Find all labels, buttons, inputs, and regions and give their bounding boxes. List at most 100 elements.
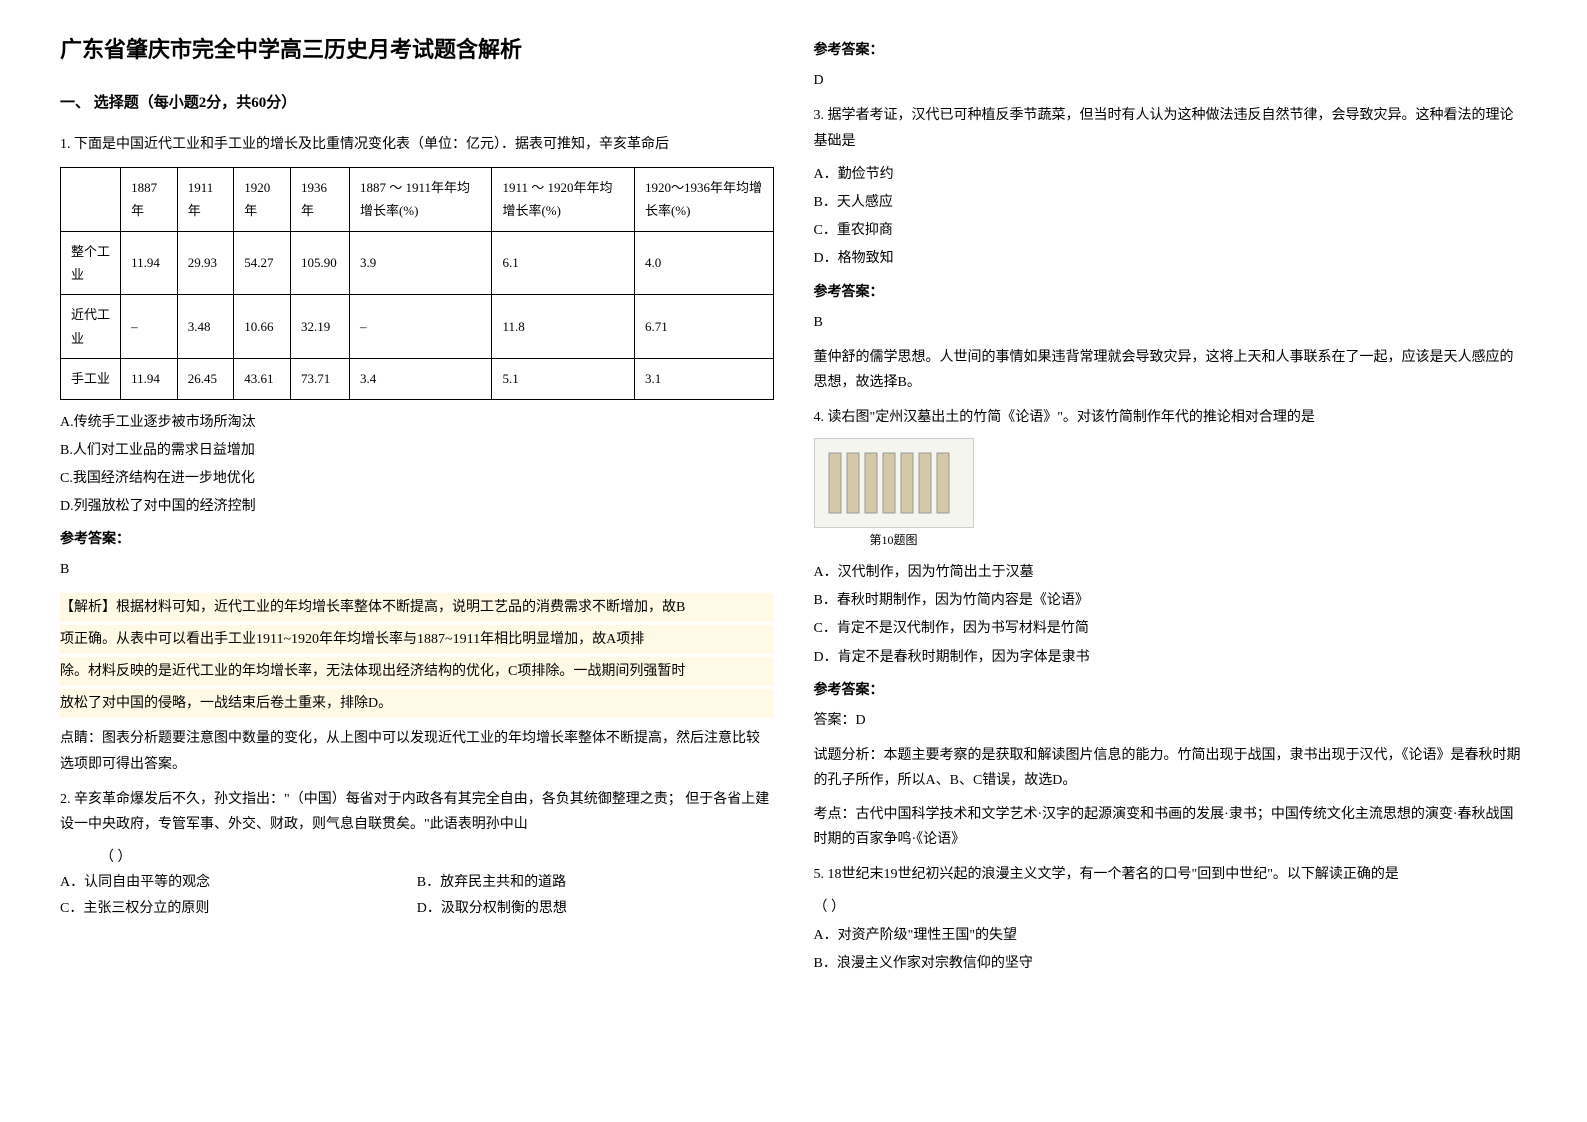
q1-expl-2: 项正确。从表中可以看出手工业1911~1920年年均增长率与1887~1911年… bbox=[60, 625, 774, 654]
q2-answer: D bbox=[814, 68, 1528, 93]
q4-explanation2: 考点：古代中国科学技术和文学艺术·汉字的起源演变和书画的发展·隶书；中国传统文化… bbox=[814, 802, 1528, 852]
q1-expl-3: 除。材料反映的是近代工业的年均增长率，无法体现出经济结构的优化，C项排除。一战期… bbox=[60, 657, 774, 686]
q1-opt-d: D.列强放松了对中国的经济控制 bbox=[60, 494, 774, 519]
table-row: 手工业 11.94 26.45 43.61 73.71 3.4 5.1 3.1 bbox=[61, 359, 774, 399]
cell: 手工业 bbox=[61, 359, 121, 399]
q2-opt-a: A．认同自由平等的观念 bbox=[60, 870, 417, 895]
question-5: 5. 18世纪末19世纪初兴起的浪漫主义文学，有一个著名的口号"回到中世纪"。以… bbox=[814, 862, 1528, 977]
q1-note: 点睛：图表分析题要注意图中数量的变化，从上图中可以发现近代工业的年均增长率整体不… bbox=[60, 726, 774, 776]
cell: 3.1 bbox=[634, 359, 773, 399]
q4-opt-a: A．汉代制作，因为竹简出土于汉墓 bbox=[814, 560, 1528, 585]
table-row: 近代工业 – 3.48 10.66 32.19 – 11.8 6.71 bbox=[61, 295, 774, 359]
cell: 11.8 bbox=[492, 295, 635, 359]
cell: 6.1 bbox=[492, 231, 635, 295]
q3-explanation: 董仲舒的儒学思想。人世间的事情如果违背常理就会导致灾异，这将上天和人事联系在了一… bbox=[814, 345, 1528, 395]
q4-img-caption: 第10题图 bbox=[814, 530, 974, 552]
answer-label-q3: 参考答案： bbox=[814, 280, 1528, 305]
cell: 近代工业 bbox=[61, 295, 121, 359]
q3-text: 3. 据学者考证，汉代已可种植反季节蔬菜，但当时有人认为这种做法违反自然节律，会… bbox=[814, 103, 1528, 153]
bamboo-svg-icon bbox=[819, 443, 969, 523]
cell: 29.93 bbox=[177, 231, 233, 295]
q2-opt-c: C．主张三权分立的原则 bbox=[60, 896, 417, 921]
section-title: 一、 选择题（每小题2分，共60分） bbox=[60, 90, 774, 117]
table-header-row: 1887年 1911年 1920年 1936年 1887 ～ 1911年年均增长… bbox=[61, 167, 774, 231]
q2-opt-b: B．放弃民主共和的道路 bbox=[417, 870, 774, 895]
q3-opt-c: C．重农抑商 bbox=[814, 218, 1528, 243]
q3-body: 据学者考证，汉代已可种植反季节蔬菜，但当时有人认为这种做法违反自然节律，会导致灾… bbox=[814, 108, 1514, 148]
q4-answer: 答案：D bbox=[814, 708, 1528, 733]
q4-opt-b: B．春秋时期制作，因为竹简内容是《论语》 bbox=[814, 588, 1528, 613]
q4-explanation1: 试题分析：本题主要考察的是获取和解读图片信息的能力。竹简出现于战国，隶书出现于汉… bbox=[814, 743, 1528, 793]
cell: 10.66 bbox=[234, 295, 291, 359]
cell: 26.45 bbox=[177, 359, 233, 399]
cell: 11.94 bbox=[121, 359, 178, 399]
q5-opt-a: A．对资产阶级"理性王国"的失望 bbox=[814, 923, 1528, 948]
q1-body: 下面是中国近代工业和手工业的增长及比重情况变化表（单位：亿元）．据表可推知，辛亥… bbox=[74, 137, 669, 152]
cell: 32.19 bbox=[291, 295, 350, 359]
q5-number: 5. bbox=[814, 867, 825, 882]
q4-image-wrap: 第10题图 bbox=[814, 438, 1528, 552]
th-5: 1887 ～ 1911年年均增长率(%) bbox=[349, 167, 492, 231]
answer-label-q2: 参考答案： bbox=[814, 38, 1528, 63]
cell: 43.61 bbox=[234, 359, 291, 399]
cell: – bbox=[349, 295, 492, 359]
question-2: 2. 辛亥革命爆发后不久，孙文指出："（中国）每省对于内政各有其完全自由，各负其… bbox=[60, 787, 774, 921]
q2-number: 2. bbox=[60, 792, 71, 807]
q2-text: 2. 辛亥革命爆发后不久，孙文指出："（中国）每省对于内政各有其完全自由，各负其… bbox=[60, 787, 774, 837]
question-3: 3. 据学者考证，汉代已可种植反季节蔬菜，但当时有人认为这种做法违反自然节律，会… bbox=[814, 103, 1528, 395]
th-4: 1936年 bbox=[291, 167, 350, 231]
q2-body: 辛亥革命爆发后不久，孙文指出："（中国）每省对于内政各有其完全自由，各负其统御整… bbox=[60, 792, 769, 832]
cell: 4.0 bbox=[634, 231, 773, 295]
cell: 54.27 bbox=[234, 231, 291, 295]
question-4: 4. 读右图"定州汉墓出土的竹简《论语》"。对该竹简制作年代的推论相对合理的是 … bbox=[814, 405, 1528, 852]
q2-opt-d: D．汲取分权制衡的思想 bbox=[417, 896, 774, 921]
th-2: 1911年 bbox=[177, 167, 233, 231]
cell: – bbox=[121, 295, 178, 359]
q3-answer: B bbox=[814, 310, 1528, 335]
q1-expl-4: 放松了对中国的侵略，一战结束后卷土重来，排除D。 bbox=[60, 689, 774, 718]
th-3: 1920年 bbox=[234, 167, 291, 231]
q1-answer: B bbox=[60, 557, 774, 582]
q2-paren: （ ） bbox=[60, 845, 774, 870]
q3-opt-b: B．天人感应 bbox=[814, 190, 1528, 215]
cell: 3.4 bbox=[349, 359, 492, 399]
cell: 3.48 bbox=[177, 295, 233, 359]
q1-opt-a: A.传统手工业逐步被市场所淘汰 bbox=[60, 410, 774, 435]
table-row: 整个工业 11.94 29.93 54.27 105.90 3.9 6.1 4.… bbox=[61, 231, 774, 295]
th-0 bbox=[61, 167, 121, 231]
q1-text: 1. 下面是中国近代工业和手工业的增长及比重情况变化表（单位：亿元）．据表可推知… bbox=[60, 132, 774, 157]
right-column: 参考答案： D 3. 据学者考证，汉代已可种植反季节蔬菜，但当时有人认为这种做法… bbox=[794, 30, 1548, 987]
bamboo-slip-image bbox=[814, 438, 974, 528]
q4-body: 读右图"定州汉墓出土的竹简《论语》"。对该竹简制作年代的推论相对合理的是 bbox=[828, 410, 1315, 425]
q4-number: 4. bbox=[814, 410, 825, 425]
th-1: 1887年 bbox=[121, 167, 178, 231]
cell: 6.71 bbox=[634, 295, 773, 359]
q1-expl-1: 【解析】根据材料可知，近代工业的年均增长率整体不断提高，说明工艺品的消费需求不断… bbox=[60, 593, 774, 622]
q1-table: 1887年 1911年 1920年 1936年 1887 ～ 1911年年均增长… bbox=[60, 167, 774, 400]
main-title: 广东省肇庆市完全中学高三历史月考试题含解析 bbox=[60, 30, 774, 70]
cell: 73.71 bbox=[291, 359, 350, 399]
q1-number: 1. bbox=[60, 137, 71, 152]
th-7: 1920～1936年年均增长率(%) bbox=[634, 167, 773, 231]
q4-opt-c: C．肯定不是汉代制作，因为书写材料是竹简 bbox=[814, 616, 1528, 641]
question-1: 1. 下面是中国近代工业和手工业的增长及比重情况变化表（单位：亿元）．据表可推知… bbox=[60, 132, 774, 777]
answer-label-q4: 参考答案： bbox=[814, 678, 1528, 703]
q4-text: 4. 读右图"定州汉墓出土的竹简《论语》"。对该竹简制作年代的推论相对合理的是 bbox=[814, 405, 1528, 430]
q4-opt-d: D．肯定不是春秋时期制作，因为字体是隶书 bbox=[814, 645, 1528, 670]
answer-label: 参考答案： bbox=[60, 527, 774, 552]
cell: 105.90 bbox=[291, 231, 350, 295]
cell: 5.1 bbox=[492, 359, 635, 399]
q5-text: 5. 18世纪末19世纪初兴起的浪漫主义文学，有一个著名的口号"回到中世纪"。以… bbox=[814, 862, 1528, 887]
left-column: 广东省肇庆市完全中学高三历史月考试题含解析 一、 选择题（每小题2分，共60分）… bbox=[40, 30, 794, 987]
q3-number: 3. bbox=[814, 108, 825, 123]
q1-opt-b: B.人们对工业品的需求日益增加 bbox=[60, 438, 774, 463]
th-6: 1911 ～ 1920年年均增长率(%) bbox=[492, 167, 635, 231]
q3-opt-d: D．格物致知 bbox=[814, 246, 1528, 271]
q1-opt-c: C.我国经济结构在进一步地优化 bbox=[60, 466, 774, 491]
q3-opt-a: A．勤俭节约 bbox=[814, 162, 1528, 187]
q5-paren: （ ） bbox=[814, 895, 1528, 920]
q5-body: 18世纪末19世纪初兴起的浪漫主义文学，有一个著名的口号"回到中世纪"。以下解读… bbox=[828, 867, 1399, 882]
q5-opt-b: B．浪漫主义作家对宗教信仰的坚守 bbox=[814, 951, 1528, 976]
q2-options: A．认同自由平等的观念 B．放弃民主共和的道路 C．主张三权分立的原则 D．汲取… bbox=[60, 870, 774, 920]
cell: 11.94 bbox=[121, 231, 178, 295]
